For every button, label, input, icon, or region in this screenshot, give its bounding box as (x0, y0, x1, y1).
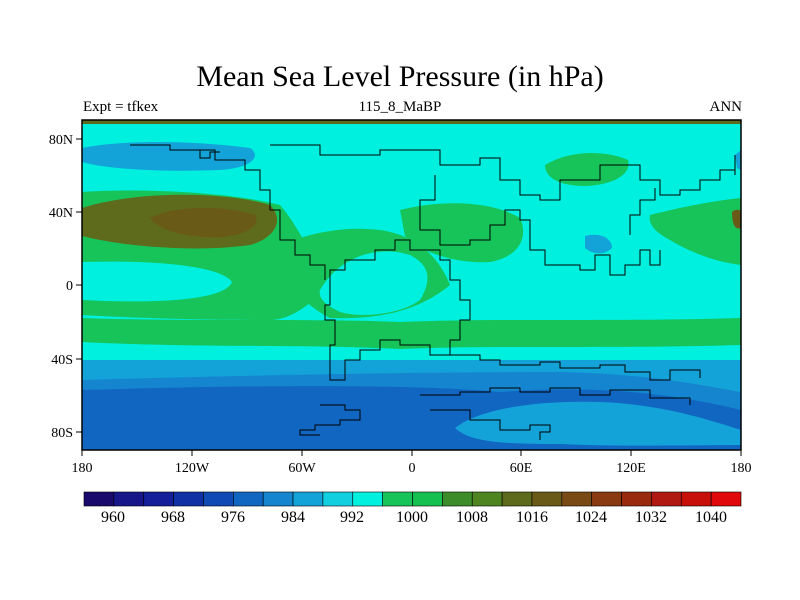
colorbar-label-1000: 1000 (396, 509, 428, 526)
colorbar-box (203, 491, 234, 507)
lon-tick-120e: 120E (616, 461, 646, 476)
lon-tick-60e: 60E (510, 461, 533, 476)
lat-tick-80s: 80S (51, 426, 73, 441)
lon-tick-0: 0 (409, 461, 416, 476)
colorbar-label-984: 984 (281, 509, 305, 526)
top-fringe (82, 120, 741, 124)
colorbar-box (442, 491, 473, 507)
coast-asia (419, 175, 661, 276)
plot-title: Mean Sea Level Pressure (in hPa) (196, 60, 604, 93)
colorbar-box (412, 491, 443, 507)
colorbar-label-1040: 1040 (695, 509, 727, 526)
pressure-field (82, 120, 741, 450)
colorbar-box (680, 491, 712, 507)
colorbar-box (382, 491, 413, 507)
colorbar-label-1008: 1008 (456, 509, 488, 526)
colorbar-box (113, 491, 145, 507)
colorbar-box (471, 491, 503, 507)
period-label: 115_8_MaBP (358, 99, 442, 115)
colorbar-label-976: 976 (221, 509, 245, 526)
experiment-label: Expt = tfkex (83, 99, 159, 115)
coast-southern-a (450, 354, 701, 381)
africa-europe-green (400, 203, 524, 263)
arctic-green (545, 153, 629, 186)
colorbar-label-1032: 1032 (635, 509, 667, 526)
colorbar-box (233, 491, 264, 507)
colorbar-box (83, 491, 115, 507)
antarctic-patch (455, 401, 741, 446)
colorbar-label-960: 960 (101, 509, 125, 526)
arctic-low-east (735, 150, 741, 170)
lon-tick-60w: 60W (288, 461, 316, 476)
coast-islands-a (190, 149, 220, 159)
colorbar (83, 491, 742, 507)
lat-tick-40s: 40S (51, 353, 73, 368)
colorbar-label-1016: 1016 (516, 509, 548, 526)
arctic-low (82, 142, 255, 171)
coastlines (130, 144, 736, 440)
colorbar-box (352, 491, 383, 507)
lat-tick-40n: 40N (49, 206, 73, 221)
coast-antarctic-edge (430, 409, 551, 440)
colorbar-box (621, 491, 652, 507)
coast-north-america (130, 144, 326, 280)
colorbar-box (262, 491, 294, 507)
lon-tick-labels: 180 120W 60W 0 60E 120E 180 (72, 461, 752, 476)
colorbar-box (501, 491, 533, 507)
coast-island-sw (299, 404, 361, 436)
lon-tick-180w: 180 (72, 461, 93, 476)
colorbar-box (143, 491, 174, 507)
lat-tick-labels: 80N 40N 0 40S 80S (49, 133, 73, 441)
colorbar-label-968: 968 (161, 509, 185, 526)
tick-marks (76, 138, 742, 456)
colorbar-box (651, 491, 682, 507)
coast-east-peninsula (629, 188, 656, 235)
lat-tick-80n: 80N (49, 133, 73, 148)
colorbar-box (292, 491, 324, 507)
lon-tick-180e: 180 (731, 461, 752, 476)
north-pacific-high-core (150, 207, 257, 238)
colorbar-box (322, 491, 354, 507)
south-subtropical-high (82, 318, 741, 349)
colorbar-box (591, 491, 622, 507)
season-label: ANN (709, 99, 743, 115)
lat-tick-0: 0 (66, 279, 73, 294)
cyan-west (82, 261, 232, 302)
colorbar-label-992: 992 (340, 509, 364, 526)
coast-central-continent (324, 239, 471, 381)
colorbar-box (561, 491, 592, 507)
coast-southern-b (420, 387, 691, 405)
coast-north-continent (270, 144, 736, 201)
small-low (585, 234, 612, 254)
east-green (649, 198, 741, 265)
colorbar-box (710, 491, 742, 507)
cyan-center (319, 251, 428, 315)
east-high-core (732, 209, 741, 229)
colorbar-box (173, 491, 204, 507)
colorbar-label-1024: 1024 (575, 509, 607, 526)
colorbar-box (531, 491, 563, 507)
lon-tick-120w: 120W (175, 461, 210, 476)
